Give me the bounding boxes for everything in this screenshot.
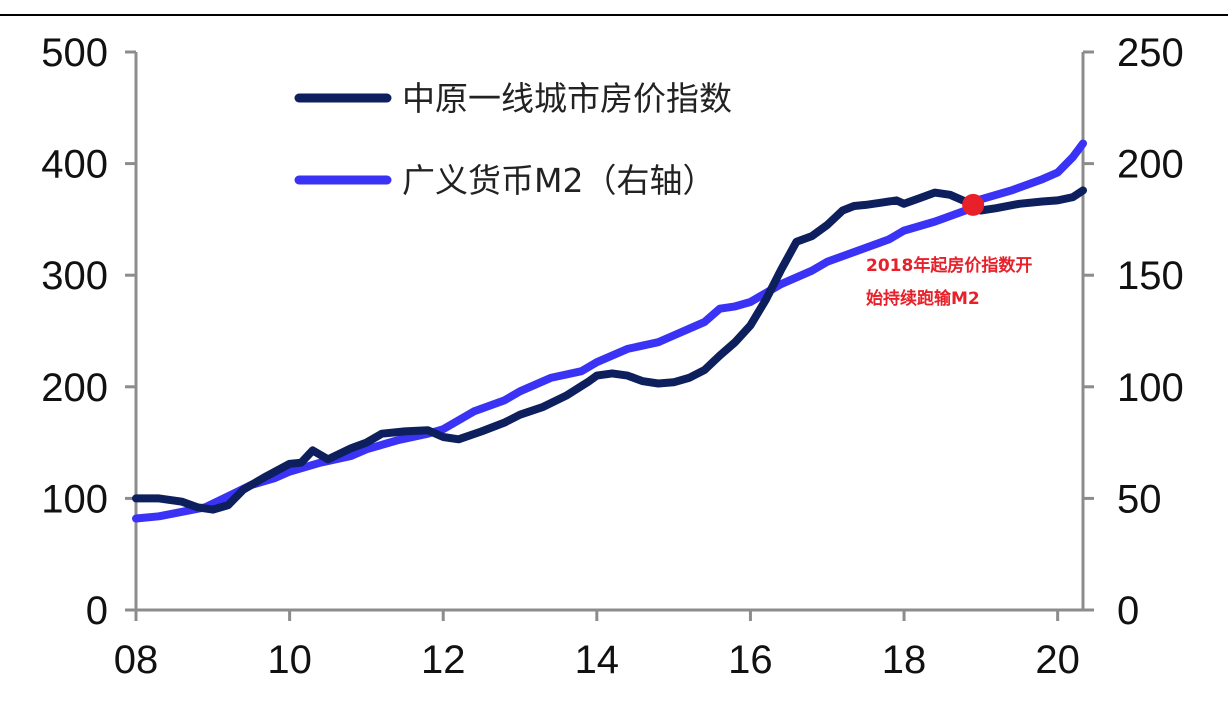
x-axis-tick-label: 18 <box>882 638 927 682</box>
legend-label-m2: 广义货币M2（右轴） <box>402 161 715 200</box>
x-axis-tick-label: 14 <box>575 638 620 682</box>
right-axis-tick-label: 150 <box>1117 254 1184 298</box>
left-axis-tick-label: 100 <box>41 477 108 521</box>
annotation: 2018年起房价指数开 始持续跑输M2 <box>866 193 1032 309</box>
x-axis-tick-label: 16 <box>728 638 773 682</box>
right-axis-tick-label: 100 <box>1117 366 1184 410</box>
axes: 0 100 200 300 400 500 0 50 100 150 200 250 08 10 12 14 1… <box>41 31 1184 682</box>
series-line-m2 <box>132 139 1087 523</box>
right-axis-tick-label: 50 <box>1117 477 1162 521</box>
left-axis-tick-label: 0 <box>86 589 108 633</box>
legend: 中原一线城市房价指数 广义货币M2（右轴） <box>294 79 732 200</box>
series-line-house-price <box>132 186 1087 514</box>
left-axis-tick-label: 500 <box>41 31 108 75</box>
x-axis-tick-label: 08 <box>114 638 159 682</box>
left-axis-tick-label: 200 <box>41 366 108 410</box>
annotation-line-2: 始持续跑输M2 <box>866 288 980 309</box>
legend-label-house-price: 中原一线城市房价指数 <box>402 79 732 118</box>
series-layer <box>132 139 1087 523</box>
right-axis-tick-label: 0 <box>1117 589 1139 633</box>
x-axis-tick-label: 20 <box>1035 638 1080 682</box>
left-axis-tick-label: 300 <box>41 254 108 298</box>
left-axis-tick-label: 400 <box>41 143 108 187</box>
right-axis-tick-label: 200 <box>1117 143 1184 187</box>
x-axis-tick-label: 12 <box>421 638 466 682</box>
right-axis-tick-label: 250 <box>1117 31 1184 75</box>
annotation-marker <box>962 193 985 216</box>
x-axis-tick-label: 10 <box>267 638 312 682</box>
annotation-line-1: 2018年起房价指数开 <box>866 255 1032 276</box>
